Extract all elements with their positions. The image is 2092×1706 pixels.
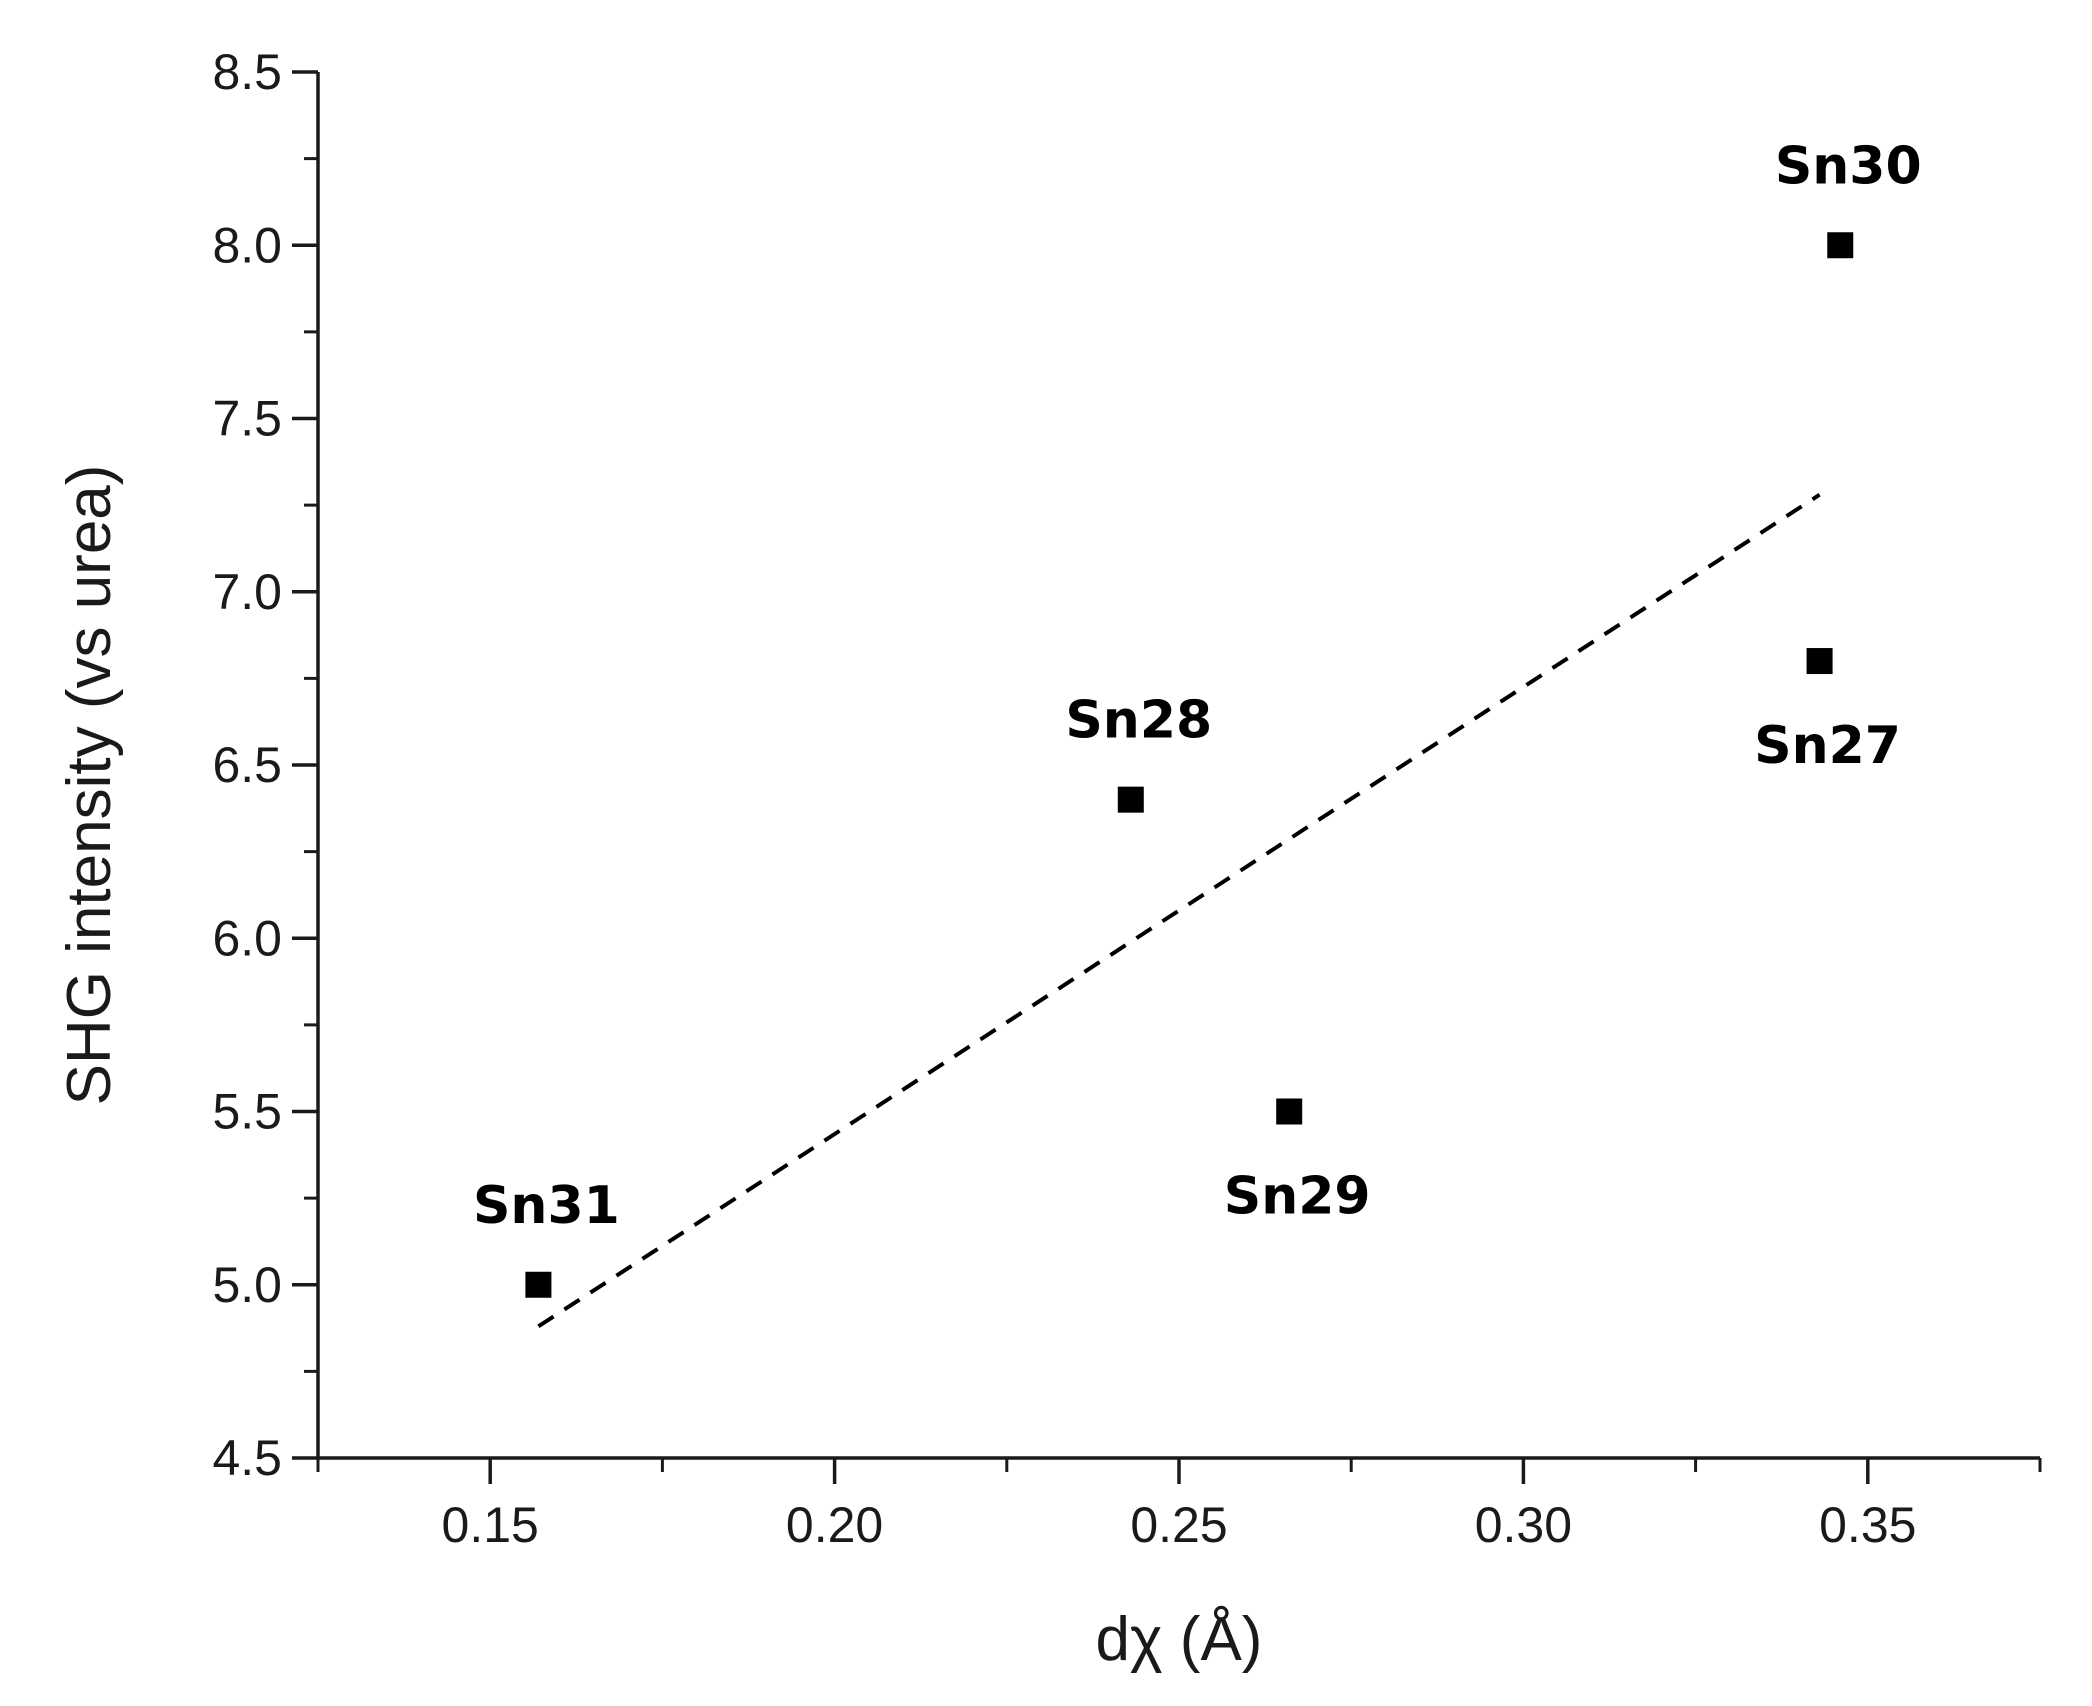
point-label: Sn28 — [1065, 691, 1212, 751]
x-tick-label: 0.25 — [1130, 1497, 1227, 1553]
points-layer — [525, 232, 1854, 1298]
axes: 4.5 5.0 5.5 6.0 6.5 7.0 7.5 8.0 8.5 0.15 0.20 0.25 0… — [212, 44, 2042, 1553]
point-label: Sn30 — [1775, 136, 1922, 196]
y-tick-label: 6.5 — [212, 737, 282, 793]
point-label: Sn27 — [1754, 716, 1901, 776]
point-labels-layer: Sn31 Sn28 Sn29 Sn27 Sn30 — [473, 136, 1922, 1236]
y-tick-label: 5.5 — [212, 1084, 282, 1140]
data-point — [1117, 786, 1144, 813]
y-tick-label: 8.5 — [212, 44, 282, 100]
x-axis-title: dχ (Å) — [1096, 1605, 1263, 1674]
y-tick-label: 4.5 — [212, 1430, 282, 1486]
y-tick-label: 6.0 — [212, 910, 282, 966]
point-label: Sn31 — [473, 1176, 620, 1236]
data-point — [1276, 1098, 1303, 1125]
y-tick-label: 5.0 — [212, 1257, 282, 1313]
x-tick-label: 0.15 — [442, 1497, 539, 1553]
data-point — [1827, 232, 1854, 259]
y-axis-title: SHG intensity (vs urea) — [55, 465, 124, 1106]
trendline — [537, 493, 1821, 1329]
x-tick-label: 0.30 — [1475, 1497, 1572, 1553]
trendline-layer — [537, 493, 1821, 1329]
x-tick-label: 0.20 — [786, 1497, 883, 1553]
data-point — [1806, 648, 1833, 675]
x-tick-label: 0.35 — [1819, 1497, 1916, 1553]
y-tick-label: 7.5 — [212, 391, 282, 447]
y-tick-label: 8.0 — [212, 217, 282, 273]
point-label: Sn29 — [1224, 1167, 1371, 1227]
y-tick-label: 7.0 — [212, 564, 282, 620]
data-point — [525, 1271, 552, 1298]
